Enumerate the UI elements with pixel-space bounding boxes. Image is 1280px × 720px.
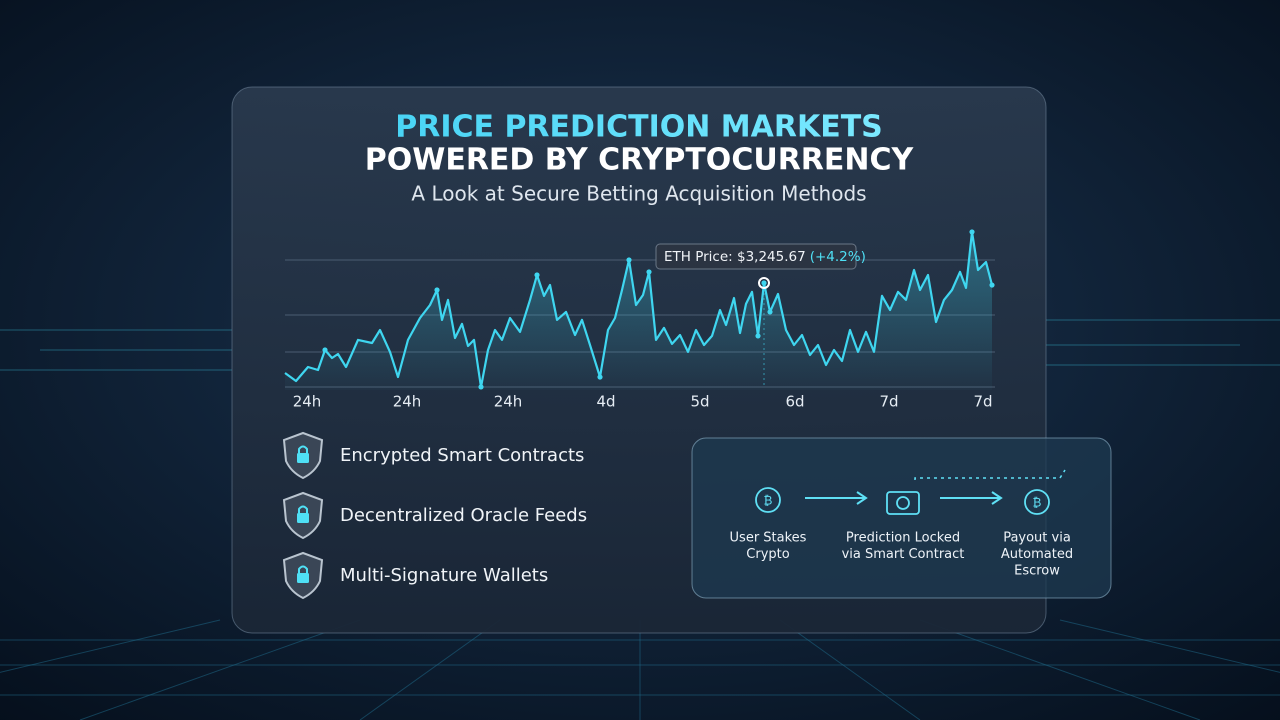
point xyxy=(626,257,632,263)
point xyxy=(434,287,440,293)
feature-label: Decentralized Oracle Feeds xyxy=(340,505,587,526)
x-tick-label: 24h xyxy=(494,393,523,411)
flow-step-label: User Stakes xyxy=(730,531,807,546)
svg-text:₿: ₿ xyxy=(1033,496,1042,510)
title: POWERED BY CRYPTOCURRENCY xyxy=(365,143,915,178)
x-tick-label: 7d xyxy=(973,393,992,411)
lock-icon xyxy=(297,513,309,523)
flow-arrows xyxy=(805,469,1066,505)
point xyxy=(646,269,652,275)
subtitle: A Look at Secure Betting Acquisition Met… xyxy=(411,182,866,206)
lock-shackle xyxy=(298,445,308,453)
point xyxy=(989,282,995,288)
floor-grid xyxy=(0,619,1280,720)
side-circuit xyxy=(0,319,1280,371)
flow-step-label: Payout via xyxy=(1003,531,1071,546)
x-tick-label: 4d xyxy=(596,393,615,411)
feature-label: Encrypted Smart Contracts xyxy=(340,445,584,466)
x-tick-label: 7d xyxy=(879,393,898,411)
svg-text:₿: ₿ xyxy=(764,494,773,508)
flow-step-label: Automated xyxy=(1001,547,1073,562)
flow-step-label: via Smart Contract xyxy=(842,547,965,562)
area xyxy=(285,231,992,390)
annotation-label: ETH Price: $3,245.67 xyxy=(664,249,806,265)
annotation-change: (+4.2%) xyxy=(810,249,866,265)
point xyxy=(478,384,484,390)
title: PRICE PREDICTION MARKETS xyxy=(395,110,883,145)
point xyxy=(322,347,328,353)
point xyxy=(597,374,603,380)
lock-shackle xyxy=(298,505,308,513)
lock-shackle xyxy=(298,565,308,573)
point xyxy=(755,333,761,339)
flow-step-label: Crypto xyxy=(746,547,789,562)
x-tick-label: 24h xyxy=(393,393,422,411)
x-tick-label: 5d xyxy=(690,393,709,411)
highlight-point xyxy=(758,276,770,289)
flow-step-label: Escrow xyxy=(1014,564,1060,579)
point xyxy=(534,272,540,278)
point xyxy=(767,309,773,315)
x-tick-label: 24h xyxy=(293,393,322,411)
feature-label: Multi-Signature Wallets xyxy=(340,565,548,586)
x-tick-label: 6d xyxy=(785,393,804,411)
lock-icon xyxy=(297,453,309,463)
annotation-box xyxy=(655,243,857,270)
lock-icon xyxy=(297,573,309,583)
line xyxy=(284,230,994,389)
annotation: ETH Price: $3,245.67 (+4.2%) xyxy=(664,249,866,265)
features: Encrypted Smart Contracts Decentralized O… xyxy=(282,431,587,600)
flow-icons: ₿ ₿ xyxy=(755,487,1050,515)
chart: 24h 24h 24h 4d 5d 6d 7d 7d ETH Price: $3,245.67(… xyxy=(284,229,995,411)
point xyxy=(969,229,975,235)
flow-step-label: Prediction Locked xyxy=(846,531,960,546)
